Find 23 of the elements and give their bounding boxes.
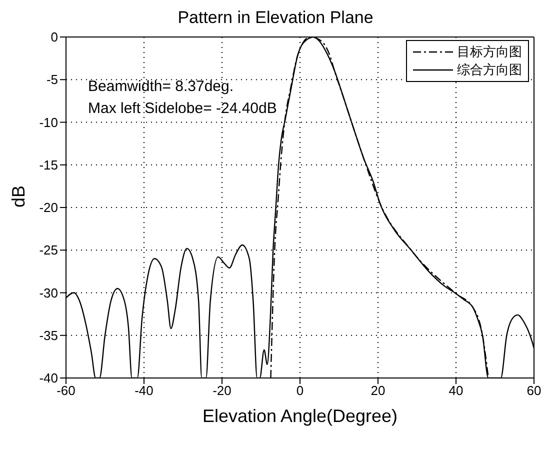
chart-title: Pattern in Elevation Plane xyxy=(176,8,374,29)
y-tick-label: 0 xyxy=(50,30,58,45)
x-tick-label: 40 xyxy=(448,383,464,398)
annotation: Max left Sidelobe= -24.40dB xyxy=(88,99,277,119)
x-tick-label: -20 xyxy=(212,383,232,398)
x-tick-label: 0 xyxy=(296,383,304,398)
y-tick-label: -20 xyxy=(39,200,58,216)
x-tick-label: -40 xyxy=(134,383,154,398)
y-tick-label: -15 xyxy=(39,157,58,172)
y-tick-label: -5 xyxy=(46,72,58,88)
x-tick-label: -60 xyxy=(56,383,76,398)
y-tick-label: -40 xyxy=(39,370,58,386)
y-tick-label: -30 xyxy=(39,285,58,300)
legend-label: 综合方向图 xyxy=(457,61,522,79)
y-tick-label: -10 xyxy=(39,114,58,130)
x-axis-title: Elevation Angle(Degree) xyxy=(202,406,398,426)
x-tick-label: 60 xyxy=(526,383,542,398)
legend-label: 目标方向图 xyxy=(457,43,522,61)
annotation: Beamwidth= 8.37deg. xyxy=(88,77,235,97)
y-tick-label: -35 xyxy=(39,328,58,343)
y-tick-label: -25 xyxy=(39,242,58,258)
x-tick-label: 20 xyxy=(370,383,386,398)
y-axis-title: dB xyxy=(8,185,28,208)
